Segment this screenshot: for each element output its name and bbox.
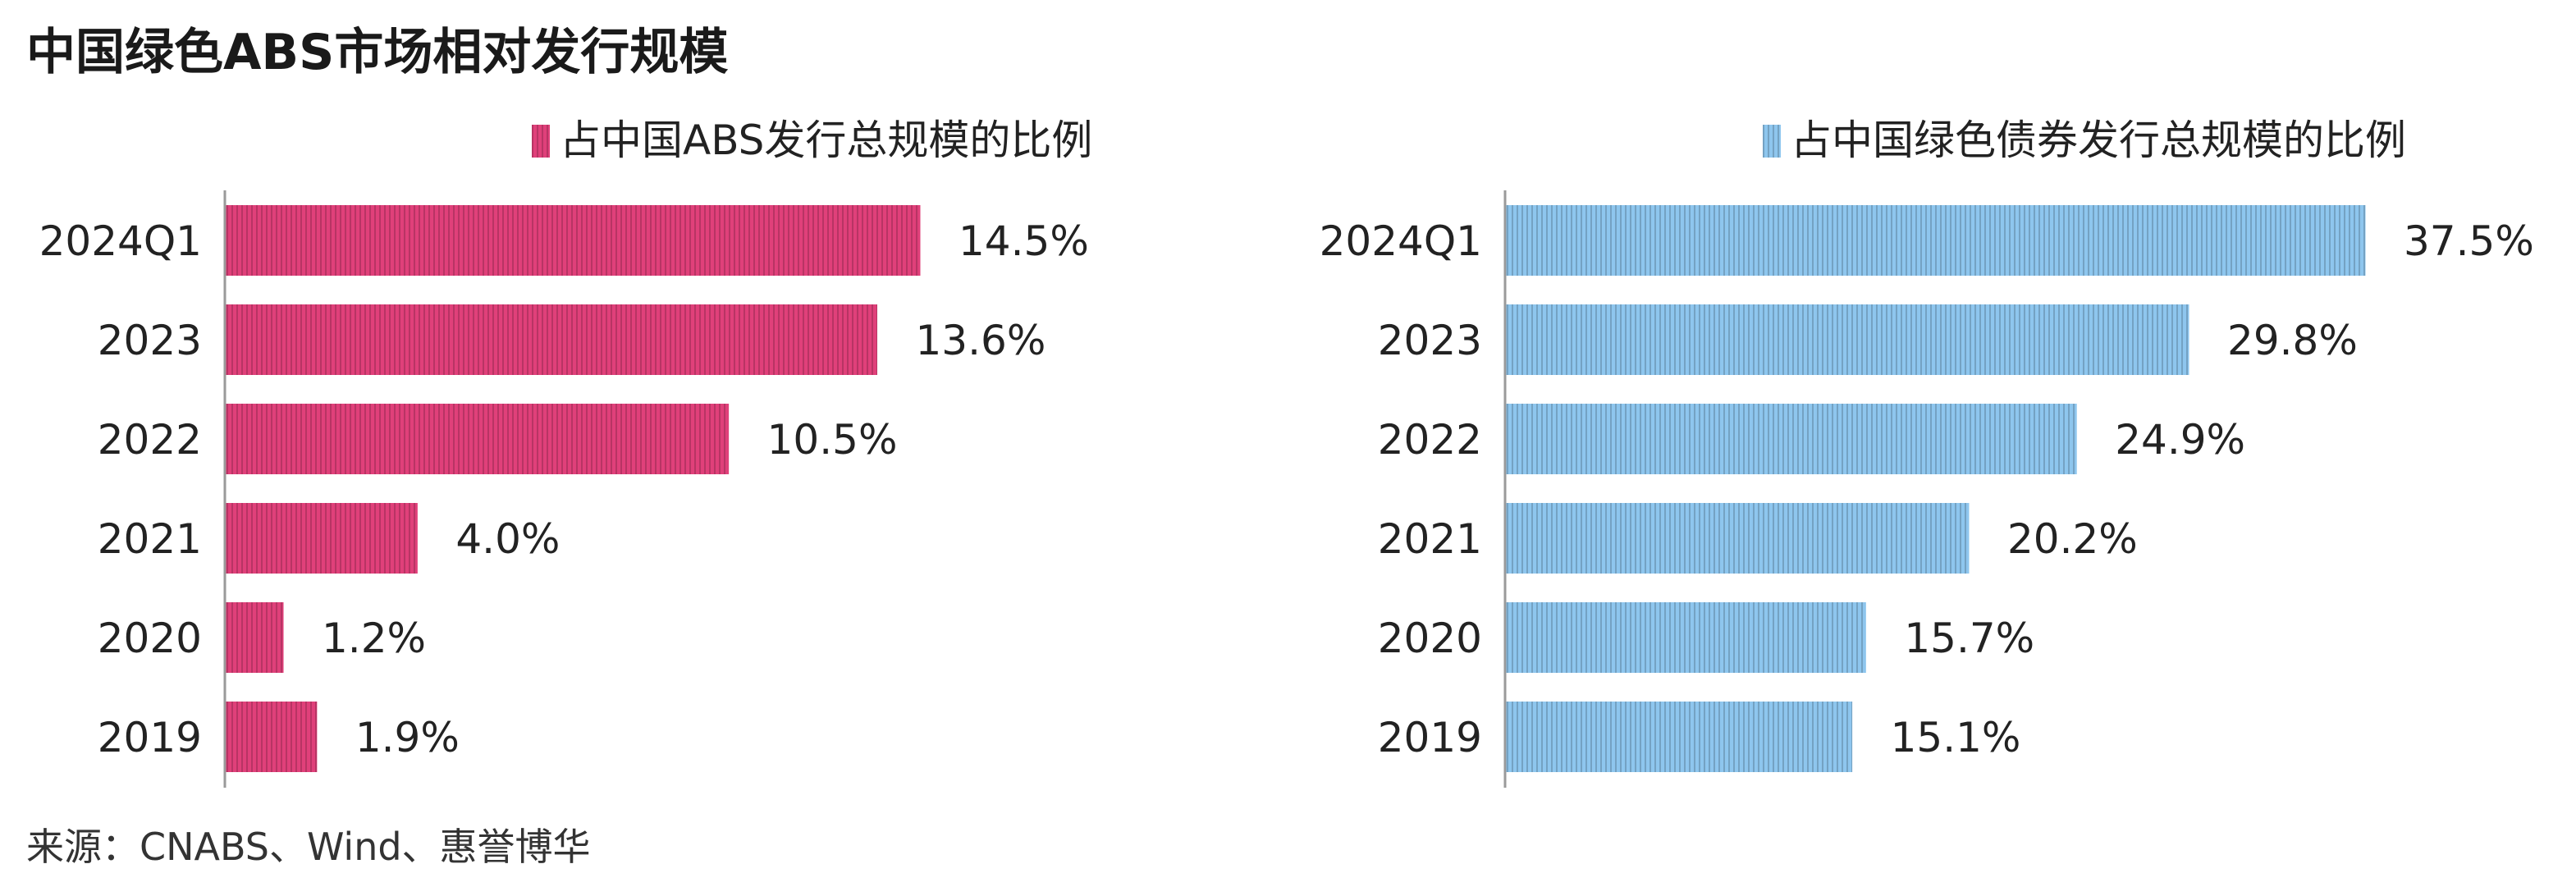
tick-label-2020: 2020	[98, 615, 202, 662]
bar-2019	[226, 702, 318, 772]
tick-label-2019: 2019	[98, 714, 202, 761]
tick-label-2023: 2023	[1378, 317, 1482, 364]
data-label-2019: 15.1%	[1891, 714, 2021, 761]
data-label-2023: 29.8%	[2227, 317, 2358, 364]
data-label-2022: 10.5%	[767, 416, 898, 464]
chart-abs-share: 占中国ABS发行总规模的比例 2024Q1 14.5% 2023 13.6% 2022 10…	[39, 117, 1092, 788]
bar-2023	[226, 304, 877, 375]
tick-label-2023: 2023	[98, 317, 202, 364]
source-note: 来源：CNABS、Wind、惠誉博华	[26, 825, 591, 869]
data-label-2021: 4.0%	[455, 515, 560, 563]
page-title: 中国绿色ABS市场相对发行规模	[26, 24, 729, 81]
legend-swatch	[1763, 125, 1781, 158]
legend-label: 占中国绿色债券发行总规模的比例	[1791, 117, 2406, 164]
bar-2022	[226, 404, 730, 474]
tick-label-2022: 2022	[1378, 416, 1482, 464]
data-label-2021: 20.2%	[2007, 515, 2138, 563]
data-label-2019: 1.9%	[355, 714, 460, 761]
bar-2024Q1	[226, 205, 921, 276]
bar-2021	[226, 503, 418, 574]
tick-label-2021: 2021	[1378, 515, 1482, 563]
legend-swatch	[532, 125, 550, 158]
legend: 占中国绿色债券发行总规模的比例	[1763, 117, 2406, 164]
bar-2020	[1506, 602, 1866, 673]
legend-label: 占中国ABS发行总规模的比例	[560, 117, 1092, 164]
data-label-2020: 1.2%	[322, 615, 426, 662]
bar-2024Q1	[1506, 205, 2366, 276]
legend: 占中国ABS发行总规模的比例	[532, 117, 1092, 164]
tick-label-2024Q1: 2024Q1	[39, 217, 202, 265]
bar-2022	[1506, 404, 2077, 474]
data-label-2023: 13.6%	[915, 317, 1045, 364]
data-label-2020: 15.7%	[1904, 615, 2034, 662]
bar-2023	[1506, 304, 2189, 375]
tick-label-2024Q1: 2024Q1	[1320, 217, 1482, 265]
tick-label-2020: 2020	[1378, 615, 1482, 662]
data-label-2024Q1: 14.5%	[959, 217, 1089, 265]
tick-label-2019: 2019	[1378, 714, 1482, 761]
bar-2021	[1506, 503, 1970, 574]
chart-green-bond-share: 占中国绿色债券发行总规模的比例 2024Q1 37.5% 2023 29.8% 2022 2…	[1320, 117, 2534, 788]
bar-2019	[1506, 702, 1853, 772]
tick-label-2022: 2022	[98, 416, 202, 464]
bar-2020	[226, 602, 284, 673]
data-label-2024Q1: 37.5%	[2404, 217, 2534, 265]
tick-label-2021: 2021	[98, 515, 202, 563]
data-label-2022: 24.9%	[2115, 416, 2245, 464]
